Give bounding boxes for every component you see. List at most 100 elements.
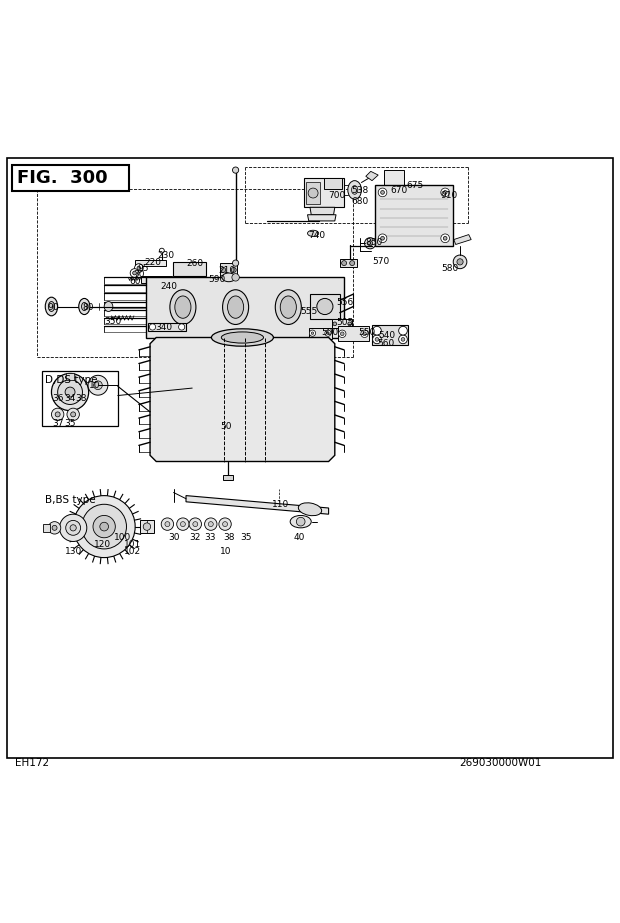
Polygon shape xyxy=(338,327,369,341)
Circle shape xyxy=(219,518,231,531)
Bar xyxy=(220,263,237,277)
Ellipse shape xyxy=(223,290,249,325)
Polygon shape xyxy=(384,170,404,188)
Circle shape xyxy=(325,330,331,336)
Circle shape xyxy=(165,521,170,527)
Text: 550: 550 xyxy=(358,328,376,337)
Circle shape xyxy=(381,236,384,240)
Circle shape xyxy=(350,260,355,266)
Ellipse shape xyxy=(175,296,191,318)
Text: 36: 36 xyxy=(53,394,64,403)
Circle shape xyxy=(180,521,185,527)
Circle shape xyxy=(327,332,329,334)
Circle shape xyxy=(342,260,347,266)
Circle shape xyxy=(159,248,164,253)
Text: 102: 102 xyxy=(124,547,141,556)
Ellipse shape xyxy=(211,329,273,346)
Polygon shape xyxy=(135,260,166,266)
Text: 269030000W01: 269030000W01 xyxy=(459,759,541,769)
Text: 33: 33 xyxy=(205,533,216,542)
Circle shape xyxy=(67,408,79,421)
Circle shape xyxy=(71,412,76,417)
Ellipse shape xyxy=(290,515,311,528)
Circle shape xyxy=(93,515,115,538)
Circle shape xyxy=(48,521,61,534)
Polygon shape xyxy=(186,496,329,514)
Polygon shape xyxy=(150,338,335,462)
Text: 32: 32 xyxy=(189,533,200,542)
Text: B,BS type: B,BS type xyxy=(45,495,96,505)
Circle shape xyxy=(232,260,239,266)
Text: 210: 210 xyxy=(218,266,236,275)
Circle shape xyxy=(70,525,76,531)
Polygon shape xyxy=(324,177,342,188)
Circle shape xyxy=(348,322,352,326)
Circle shape xyxy=(231,268,236,272)
Text: FIG.  300: FIG. 300 xyxy=(17,169,108,187)
Circle shape xyxy=(135,264,143,272)
Circle shape xyxy=(232,167,239,174)
Polygon shape xyxy=(66,374,74,380)
Ellipse shape xyxy=(170,290,196,325)
Circle shape xyxy=(130,269,139,277)
Text: 120: 120 xyxy=(94,540,112,549)
Text: 850: 850 xyxy=(366,237,383,246)
Text: EH172: EH172 xyxy=(16,759,50,769)
Circle shape xyxy=(339,330,346,338)
Circle shape xyxy=(453,255,467,269)
Circle shape xyxy=(179,324,185,330)
Text: 350: 350 xyxy=(104,317,122,326)
Bar xyxy=(12,165,129,191)
Text: 35: 35 xyxy=(64,418,76,427)
Text: 95: 95 xyxy=(138,264,149,273)
Text: 80: 80 xyxy=(82,303,94,312)
Text: 35: 35 xyxy=(240,533,252,542)
Circle shape xyxy=(443,190,447,194)
Text: 38: 38 xyxy=(223,533,235,542)
Ellipse shape xyxy=(104,302,113,311)
Circle shape xyxy=(381,190,384,194)
Circle shape xyxy=(399,335,407,343)
Circle shape xyxy=(232,273,239,282)
Circle shape xyxy=(375,338,379,342)
Text: 34: 34 xyxy=(64,394,75,403)
Text: 340: 340 xyxy=(155,323,172,332)
Polygon shape xyxy=(332,319,352,329)
Text: 740: 740 xyxy=(308,232,326,240)
Polygon shape xyxy=(304,177,344,208)
Text: 90: 90 xyxy=(47,303,59,312)
Polygon shape xyxy=(310,294,340,319)
Ellipse shape xyxy=(317,298,333,315)
Circle shape xyxy=(296,517,305,526)
Circle shape xyxy=(457,258,463,265)
Circle shape xyxy=(52,525,57,531)
Ellipse shape xyxy=(280,296,296,318)
Text: 38: 38 xyxy=(75,394,87,403)
Polygon shape xyxy=(141,275,172,283)
Ellipse shape xyxy=(82,303,87,310)
Text: 505: 505 xyxy=(336,318,353,327)
Bar xyxy=(375,185,453,246)
Text: 556: 556 xyxy=(337,297,354,306)
Circle shape xyxy=(311,332,314,334)
Text: 37: 37 xyxy=(53,418,64,427)
Ellipse shape xyxy=(275,290,301,325)
Text: 570: 570 xyxy=(372,258,389,267)
Circle shape xyxy=(308,188,318,198)
Circle shape xyxy=(133,271,136,275)
Polygon shape xyxy=(366,172,378,181)
Text: 500: 500 xyxy=(322,328,339,337)
Circle shape xyxy=(193,521,198,527)
Bar xyxy=(306,182,320,204)
Text: 240: 240 xyxy=(160,282,177,291)
Ellipse shape xyxy=(308,230,319,236)
Circle shape xyxy=(94,381,102,390)
Text: 10: 10 xyxy=(89,381,100,390)
Text: 10: 10 xyxy=(220,547,232,556)
Circle shape xyxy=(309,330,316,336)
Ellipse shape xyxy=(79,298,90,315)
Ellipse shape xyxy=(352,186,358,194)
Circle shape xyxy=(73,496,135,557)
Text: 590: 590 xyxy=(208,275,226,284)
Circle shape xyxy=(82,504,126,549)
